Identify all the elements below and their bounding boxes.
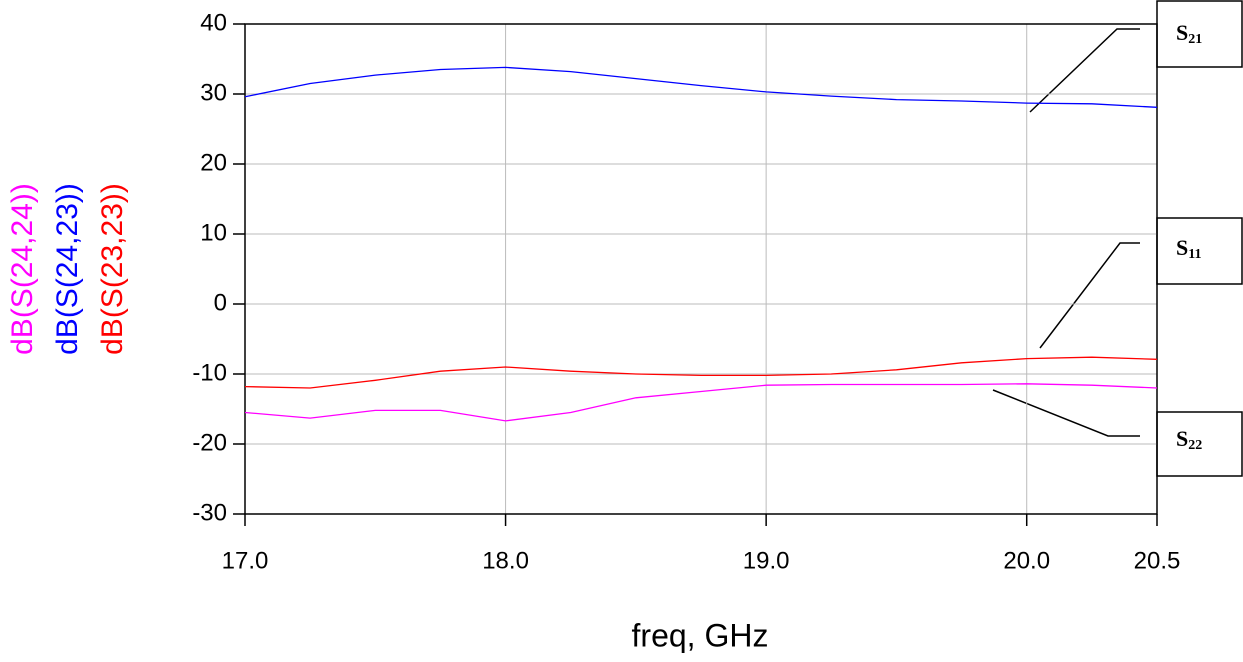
legend-label: dB(S(24,23)): [51, 183, 84, 355]
y-tick-label: 40: [200, 9, 227, 36]
x-axis-label: freq, GHz: [632, 617, 769, 653]
annotation: S21: [1176, 20, 1202, 47]
x-tick-label: 19.0: [743, 547, 790, 574]
y-tick-label: -10: [192, 359, 227, 386]
series-line: [244, 356, 1158, 389]
y-tick-label: -20: [192, 429, 227, 456]
y-tick-label: 10: [200, 219, 227, 246]
x-tick-label: 18.0: [482, 547, 529, 574]
annotation: S22: [1176, 426, 1202, 453]
x-tick-label: 20.5: [1134, 547, 1181, 574]
y-tick-label: 30: [200, 79, 227, 106]
legend-label: dB(S(23,23)): [96, 183, 129, 355]
series-line: [244, 383, 1158, 422]
y-tick-label: -30: [192, 499, 227, 526]
annotation-leaders: [992, 0, 1243, 477]
x-tick-label: 20.0: [1003, 547, 1050, 574]
y-tick-label: 20: [200, 149, 227, 176]
y-tick-label: 0: [214, 289, 227, 316]
plot-frame: [244, 23, 1158, 515]
series-line: [244, 66, 1158, 108]
x-tick-label: 17.0: [222, 547, 269, 574]
legend-label: dB(S(24,24)): [6, 183, 39, 355]
annotation: S11: [1176, 235, 1201, 262]
